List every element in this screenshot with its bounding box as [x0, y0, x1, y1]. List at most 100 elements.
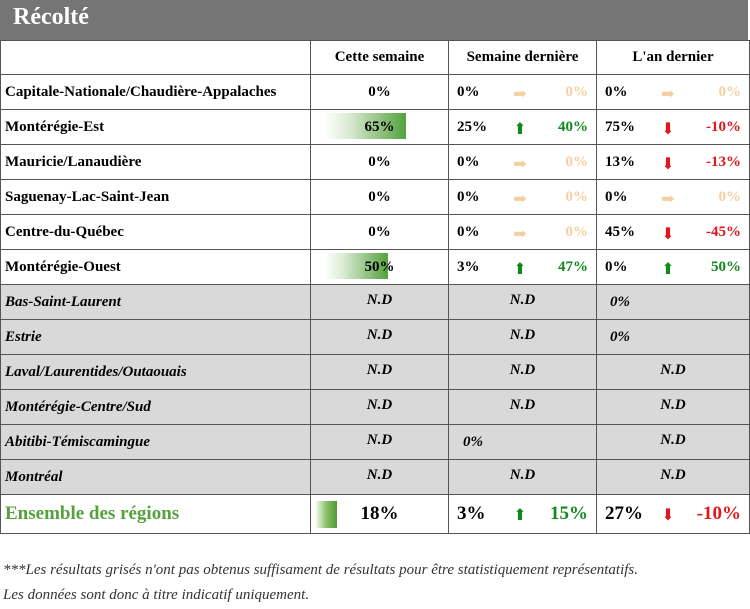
this-week-value: N.D — [366, 291, 393, 308]
footnote-1: ***Les résultats grisés n'ont pas obtenu… — [3, 562, 639, 578]
arrow-down-icon: ⬇ — [661, 226, 675, 243]
progress-bar — [325, 113, 406, 139]
last-week-cell: 0% ➡ 0% — [448, 214, 597, 250]
this-week-value: 0% — [368, 188, 391, 205]
last-week-cell-value: 0% — [457, 154, 480, 170]
last-week-value: N.D — [509, 291, 536, 308]
last-week-cell: N.D — [448, 389, 597, 425]
last-year-cell-value: 75% — [605, 119, 635, 135]
last-week-value: 0% — [463, 433, 483, 450]
last-year-cell: N.D — [596, 424, 750, 460]
last-year-value: N.D — [660, 396, 686, 413]
last-week-cell: 0% ➡ 0% — [448, 144, 597, 180]
this-week-cell: 0% — [310, 214, 449, 250]
arrow-up-icon: ⬆ — [513, 507, 527, 524]
last-week-cell: 0% ➡ 0% — [448, 74, 597, 110]
arrow-flat-icon: ➡ — [513, 226, 527, 243]
table-row: Mauricie/Lanaudière 0% 0% ➡ 0% 13% ⬇ -13% — [0, 144, 750, 180]
arrow-up-icon: ⬆ — [661, 261, 675, 278]
region-name: Bas-Saint-Laurent — [0, 284, 311, 320]
last-year-value: N.D — [660, 466, 686, 483]
last-year-cell: N.D — [596, 459, 750, 495]
region-name: Montérégie-Ouest — [0, 249, 311, 285]
last-week-value: N.D — [509, 326, 536, 343]
last-year-cell: 0% ➡ 0% — [596, 74, 750, 110]
arrow-flat-icon: ➡ — [513, 156, 527, 173]
last-week-cell-change: 47% — [558, 259, 588, 275]
total-row: Ensemble des régions 18% 3% ⬆ 15% 27% ⬇ -10% — [0, 494, 750, 534]
this-week-value: N.D — [366, 326, 393, 343]
this-week-cell: 0% — [310, 144, 449, 180]
arrow-down-icon: ⬇ — [661, 156, 675, 173]
last-year-cell: N.D — [596, 354, 750, 390]
region-name: Laval/Laurentides/Outaouais — [0, 354, 311, 390]
table-header-row: Cette semaine Semaine dernière L'an dern… — [0, 40, 750, 75]
arrow-up-icon: ⬆ — [513, 121, 527, 138]
this-week-cell: 0% — [310, 74, 449, 110]
column-header-last-year: L'an dernier — [596, 40, 750, 75]
last-week-cell: 0% — [448, 424, 597, 460]
last-week-cell: N.D — [448, 284, 597, 320]
table-row: Montérégie-Est 65% 25% ⬆ 40% 75% ⬇ -10% — [0, 109, 750, 145]
last-week-cell-value: 0% — [457, 84, 480, 100]
last-week-cell: N.D — [448, 354, 597, 390]
arrow-flat-icon: ➡ — [661, 86, 675, 103]
last-week-cell: N.D — [448, 319, 597, 355]
this-week-cell: N.D — [310, 354, 449, 390]
section-title: Récolté — [13, 4, 89, 30]
last-year-cell-change: 0% — [718, 189, 742, 205]
last-week-cell-value: 25% — [457, 119, 487, 135]
table-row: Laval/Laurentides/Outaouais N.D N.D N.D — [0, 354, 750, 390]
arrow-down-icon: ⬇ — [661, 507, 675, 524]
arrow-down-icon: ⬇ — [661, 121, 675, 138]
last-year-cell: 0% ⬆ 50% — [596, 249, 750, 285]
last-year-cell-value: 0% — [605, 259, 628, 275]
last-year-cell: 75% ⬇ -10% — [596, 109, 750, 145]
last-year-value: 0% — [610, 328, 630, 345]
this-week-value: N.D — [366, 396, 393, 413]
column-header-this-week: Cette semaine — [310, 40, 449, 75]
last-week-cell-change: 40% — [558, 119, 588, 135]
arrow-up-icon: ⬆ — [513, 261, 527, 278]
this-week-cell: N.D — [310, 459, 449, 495]
this-week-value: 65% — [364, 118, 395, 135]
section-header: Récolté — [0, 0, 748, 40]
table-row: Abitibi-Témiscamingue N.D 0% N.D — [0, 424, 750, 460]
this-week-cell: 65% — [310, 109, 449, 145]
last-year-cell-value: 0% — [605, 84, 628, 100]
last-year-value: 0% — [610, 293, 630, 310]
this-week-cell: N.D — [310, 284, 449, 320]
last-week-cell: 3% ⬆ 47% — [448, 249, 597, 285]
last-year-cell: 0% ➡ 0% — [596, 179, 750, 215]
this-week-value: 18% — [360, 503, 399, 524]
this-week-cell: 0% — [310, 179, 449, 215]
this-week-value: N.D — [366, 361, 393, 378]
last-year-cell: 13% ⬇ -13% — [596, 144, 750, 180]
last-week-cell-value: 3% — [457, 259, 480, 275]
last-year-cell-change: -10% — [696, 503, 741, 524]
last-week-value: N.D — [509, 466, 536, 483]
region-name: Montérégie-Est — [0, 109, 311, 145]
last-week-value: N.D — [509, 396, 536, 413]
last-week-cell: 0% ➡ 0% — [448, 179, 597, 215]
table-row: Montérégie-Ouest 50% 3% ⬆ 47% 0% ⬆ 50% — [0, 249, 750, 285]
arrow-flat-icon: ➡ — [513, 191, 527, 208]
last-year-cell: 0% — [596, 284, 750, 320]
last-year-cell-change: 0% — [718, 84, 742, 100]
region-name: Mauricie/Lanaudière — [0, 144, 311, 180]
this-week-value: N.D — [366, 431, 393, 448]
last-year-value: N.D — [660, 431, 686, 448]
this-week-cell: 50% — [310, 249, 449, 285]
total-label: Ensemble des régions — [0, 494, 311, 534]
last-year-cell-change: -45% — [706, 224, 741, 240]
this-week-value: 0% — [368, 223, 391, 240]
progress-bar — [325, 253, 388, 279]
table-row: Bas-Saint-Laurent N.D N.D 0% — [0, 284, 750, 320]
last-week-cell: N.D — [448, 459, 597, 495]
table-row: Estrie N.D N.D 0% — [0, 319, 750, 355]
last-year-value: N.D — [660, 361, 686, 378]
column-header-last-week: Semaine dernière — [448, 40, 597, 75]
last-year-cell: N.D — [596, 389, 750, 425]
region-name: Capitale-Nationale/Chaudière-Appalaches — [0, 74, 311, 110]
last-year-cell-value: 45% — [605, 224, 635, 240]
